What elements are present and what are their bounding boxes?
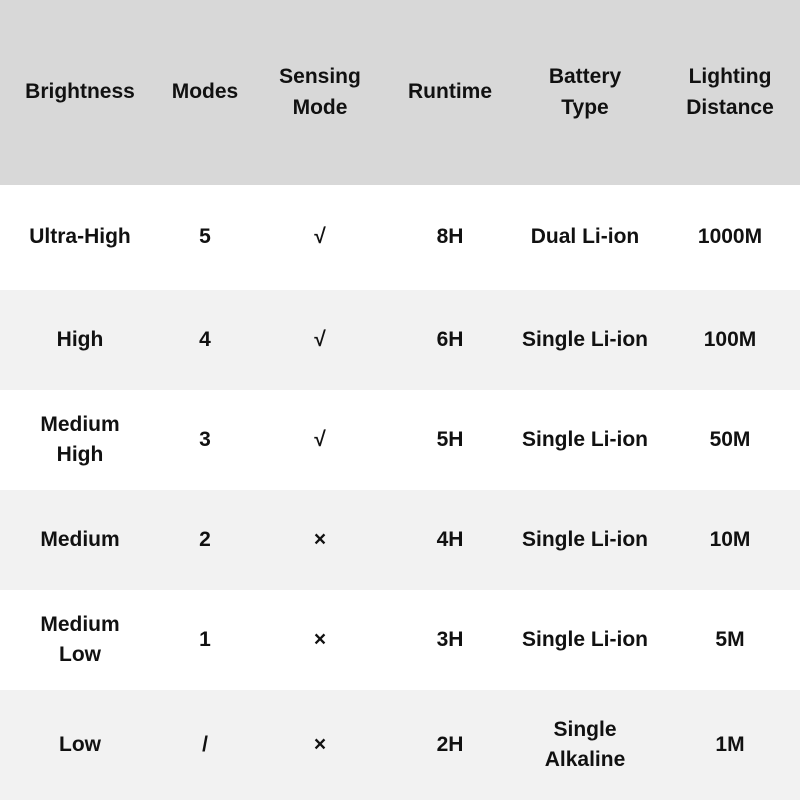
table-row-medium-low: Medium Low 1 × 3H Single Li-ion 5M xyxy=(0,590,800,690)
header-cell-modes: Modes xyxy=(171,80,239,104)
cell-battery: Single Li-ion xyxy=(522,527,648,551)
table-row-high: High 4 √ 6H Single Li-ion 100M xyxy=(0,290,800,390)
cell-sensing: √ xyxy=(314,427,326,451)
cell-distance: 5M xyxy=(715,627,745,651)
cell-sensing: × xyxy=(313,732,327,756)
cell-sensing: √ xyxy=(314,225,326,249)
header-row: Brightness Modes Sensing Mode Runtime Ba… xyxy=(0,0,800,185)
table-row-medium: Medium 2 × 4H Single Li-ion 10M xyxy=(0,490,800,590)
cell-brightness: Medium High xyxy=(40,412,120,466)
cell-distance: 1M xyxy=(715,732,745,756)
table-row-low: Low / × 2H Single Alkaline 1M xyxy=(0,690,800,800)
cell-sensing: × xyxy=(313,627,327,651)
cell-battery: Single Alkaline xyxy=(544,717,626,771)
cell-brightness: High xyxy=(56,327,104,351)
cell-brightness: Low xyxy=(59,732,101,756)
cell-battery: Single Li-ion xyxy=(522,627,648,651)
cell-distance: 10M xyxy=(709,527,751,551)
cell-modes: / xyxy=(202,732,208,756)
table-row-medium-high: Medium High 3 √ 5H Single Li-ion 50M xyxy=(0,390,800,490)
cell-battery: Single Li-ion xyxy=(522,327,648,351)
cell-brightness: Medium Low xyxy=(40,612,120,666)
cell-sensing: √ xyxy=(314,327,326,351)
cell-runtime: 4H xyxy=(436,527,464,551)
header-cell-runtime: Runtime xyxy=(408,80,492,104)
cell-brightness: Medium xyxy=(40,527,120,551)
header-cell-brightness: Brightness xyxy=(25,80,135,104)
header-cell-sensing-mode: Sensing Mode xyxy=(279,65,361,119)
cell-modes: 1 xyxy=(199,627,211,651)
cell-modes: 3 xyxy=(199,427,211,451)
cell-modes: 2 xyxy=(199,527,211,551)
cell-sensing: × xyxy=(313,527,327,551)
cell-modes: 4 xyxy=(199,327,211,351)
cell-modes: 5 xyxy=(199,225,211,249)
cell-battery: Single Li-ion xyxy=(522,427,648,451)
cell-distance: 50M xyxy=(709,427,751,451)
cell-distance: 100M xyxy=(703,327,757,351)
table-row-ultra-high: Ultra-High 5 √ 8H Dual Li-ion 1000M xyxy=(0,185,800,290)
cell-runtime: 8H xyxy=(436,225,464,249)
cell-distance: 1000M xyxy=(697,225,763,249)
cell-runtime: 3H xyxy=(436,627,464,651)
header-cell-lighting-distance: Lighting Distance xyxy=(686,65,774,119)
header-cell-battery-type: Battery Type xyxy=(548,65,622,119)
cell-brightness: Ultra-High xyxy=(29,225,131,249)
cell-battery: Dual Li-ion xyxy=(530,225,640,249)
cell-runtime: 6H xyxy=(436,327,464,351)
cell-runtime: 5H xyxy=(436,427,464,451)
cell-runtime: 2H xyxy=(436,732,464,756)
